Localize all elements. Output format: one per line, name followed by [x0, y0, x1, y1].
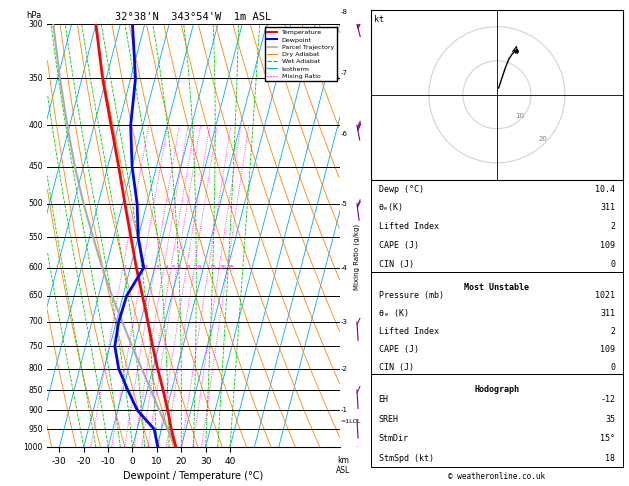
Text: PW (cm): PW (cm): [379, 133, 414, 142]
Text: 10.4: 10.4: [595, 185, 615, 193]
Text: StmSpd (kt): StmSpd (kt): [379, 454, 433, 463]
Bar: [371, 374, 623, 467]
Text: 1000: 1000: [23, 443, 43, 451]
Text: 109: 109: [600, 241, 615, 250]
Text: 400: 400: [28, 121, 43, 130]
Text: 1.57: 1.57: [595, 133, 615, 142]
Text: Mixing Ratio (g/kg): Mixing Ratio (g/kg): [354, 224, 360, 290]
Text: =1LCL: =1LCL: [340, 419, 361, 424]
Text: 29.04.2024  00GMT  (Base: 12): 29.04.2024 00GMT (Base: 12): [419, 12, 575, 21]
Bar: [371, 146, 623, 272]
Text: 600: 600: [28, 263, 43, 272]
Text: -1: -1: [340, 407, 347, 413]
Text: 20: 20: [220, 265, 226, 270]
Text: 17.8: 17.8: [595, 166, 615, 175]
Text: Surface: Surface: [479, 156, 515, 166]
Text: Totals Totals: Totals Totals: [379, 112, 443, 121]
Bar: [371, 83, 623, 146]
Text: -8: -8: [340, 9, 347, 16]
Text: SREH: SREH: [379, 415, 399, 423]
Text: 500: 500: [28, 199, 43, 208]
Text: θₑ (K): θₑ (K): [379, 309, 409, 318]
Text: 10: 10: [195, 265, 202, 270]
Text: θₑ(K): θₑ(K): [379, 204, 404, 212]
Text: 8: 8: [187, 265, 191, 270]
Text: StmDir: StmDir: [379, 434, 409, 443]
Text: Most Unstable: Most Unstable: [464, 283, 530, 292]
Text: K: K: [379, 91, 384, 100]
Text: Hodograph: Hodograph: [474, 385, 520, 394]
Text: 850: 850: [28, 385, 43, 395]
Text: © weatheronline.co.uk: © weatheronline.co.uk: [448, 472, 545, 481]
Text: CAPE (J): CAPE (J): [379, 345, 419, 354]
Text: 450: 450: [28, 162, 43, 171]
Text: 650: 650: [28, 291, 43, 300]
Text: 311: 311: [600, 204, 615, 212]
Text: 311: 311: [600, 309, 615, 318]
Text: 15°: 15°: [600, 434, 615, 443]
Text: hPa: hPa: [26, 11, 42, 20]
Text: 550: 550: [28, 233, 43, 242]
X-axis label: Dewpoint / Temperature (°C): Dewpoint / Temperature (°C): [123, 471, 264, 482]
Text: 1: 1: [123, 265, 127, 270]
Text: 46: 46: [605, 112, 615, 121]
Text: Dewp (°C): Dewp (°C): [379, 185, 424, 193]
Text: 900: 900: [28, 406, 43, 415]
Bar: [371, 272, 623, 374]
Text: Lifted Index: Lifted Index: [379, 327, 438, 336]
Text: 20: 20: [539, 136, 548, 142]
Text: -4: -4: [340, 265, 347, 271]
Text: -3: -3: [340, 319, 347, 325]
Text: CIN (J): CIN (J): [379, 260, 414, 269]
Text: 0: 0: [610, 363, 615, 372]
Text: 2: 2: [610, 223, 615, 231]
Text: 10: 10: [516, 113, 525, 119]
Text: EH: EH: [379, 395, 389, 404]
Title: 32°38'N  343°54'W  1m ASL: 32°38'N 343°54'W 1m ASL: [115, 12, 272, 22]
Text: 2: 2: [610, 327, 615, 336]
Text: 350: 350: [28, 74, 43, 83]
Text: -6: -6: [340, 131, 347, 137]
Text: 109: 109: [600, 345, 615, 354]
Text: -12: -12: [600, 395, 615, 404]
Text: 15: 15: [209, 265, 216, 270]
Text: 6: 6: [177, 265, 181, 270]
Legend: Temperature, Dewpoint, Parcel Trajectory, Dry Adiabat, Wet Adiabat, Isotherm, Mi: Temperature, Dewpoint, Parcel Trajectory…: [265, 27, 337, 81]
Text: 2: 2: [143, 265, 147, 270]
Text: -2: -2: [340, 366, 347, 372]
Text: 3: 3: [155, 265, 159, 270]
Text: 18: 18: [605, 454, 615, 463]
Text: -5: -5: [340, 201, 347, 207]
Text: kt: kt: [374, 15, 384, 24]
Text: 35: 35: [605, 415, 615, 423]
Text: Pressure (mb): Pressure (mb): [379, 292, 443, 300]
Text: CIN (J): CIN (J): [379, 363, 414, 372]
Text: 950: 950: [28, 425, 43, 434]
Text: 300: 300: [28, 20, 43, 29]
Text: 25: 25: [228, 265, 235, 270]
Text: km: km: [337, 455, 349, 465]
Text: ASL: ASL: [336, 466, 350, 475]
Text: 0: 0: [610, 260, 615, 269]
Text: 11: 11: [605, 91, 615, 100]
Text: Temp (°C): Temp (°C): [379, 166, 424, 175]
Text: Lifted Index: Lifted Index: [379, 223, 438, 231]
Text: 4: 4: [164, 265, 168, 270]
Text: CAPE (J): CAPE (J): [379, 241, 419, 250]
Text: 750: 750: [28, 342, 43, 350]
Text: 700: 700: [28, 317, 43, 327]
Text: 800: 800: [28, 364, 43, 373]
Text: 1021: 1021: [595, 292, 615, 300]
Text: 5: 5: [172, 265, 175, 270]
Text: -7: -7: [340, 70, 347, 76]
